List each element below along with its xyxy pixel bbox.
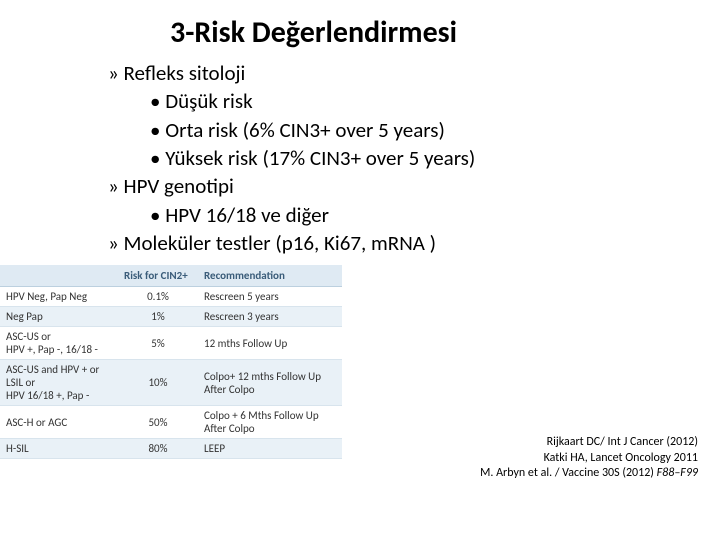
bullet-text: Moleküler testler (p16, Ki67, mRNA ) [124,230,437,256]
cell: 1% [118,307,198,327]
ref-line: Rijkaart DC/ Int J Cancer (2012) [480,435,698,451]
ref-line: Katki HA, Lancet Oncology 2011 [480,451,698,467]
bullet-text: HPV genotipi [124,173,234,199]
table-row: ASC-US orHPV +, Pap -, 16/18 - 5% 12 mth… [0,327,342,360]
bullet-b1: HPV 16/18 ve diğer [108,201,720,229]
bullet-list: Refleks sitoloji Düşük risk Orta risk (6… [0,59,720,257]
bullet-a: Refleks sitoloji [108,59,720,87]
risk-table: Risk for CIN2+ Recommendation HPV Neg, P… [0,265,342,459]
bullet-a3: Yüksek risk (17% CIN3+ over 5 years) [108,144,720,172]
page-title: 3-Risk Değerlendirmesi [0,0,720,59]
bullet-text: HPV 16/18 ve diğer [165,202,329,228]
cell: 12 mths Follow Up [198,327,342,360]
table-row: HPV Neg, Pap Neg 0.1% Rescreen 5 years [0,287,342,307]
cell: ASC-H or AGC [0,406,118,439]
bullet-c: Moleküler testler (p16, Ki67, mRNA ) [108,229,720,257]
col-header: Recommendation [198,265,342,287]
cell: LEEP [198,439,342,459]
cell: Colpo+ 12 mths Follow Up After Colpo [198,360,342,406]
table-row: ASC-H or AGC 50% Colpo + 6 Mths Follow U… [0,406,342,439]
cell: ASC-US and HPV + orLSIL orHPV 16/18 +, P… [0,360,118,406]
cell: Colpo + 6 Mths Follow Up After Colpo [198,406,342,439]
references: Rijkaart DC/ Int J Cancer (2012) Katki H… [480,435,698,482]
cell: 0.1% [118,287,198,307]
cell: ASC-US orHPV +, Pap -, 16/18 - [0,327,118,360]
bullet-text: Düşük risk [165,88,252,114]
table-row: H-SIL 80% LEEP [0,439,342,459]
cell: 80% [118,439,198,459]
ref-em: F88–F99 [657,466,698,480]
cell: H-SIL [0,439,118,459]
cell: Neg Pap [0,307,118,327]
cell: 10% [118,360,198,406]
col-header: Risk for CIN2+ [118,265,198,287]
table-row: Neg Pap 1% Rescreen 3 years [0,307,342,327]
cell: Rescreen 3 years [198,307,342,327]
table-body: HPV Neg, Pap Neg 0.1% Rescreen 5 years N… [0,287,342,459]
bullet-text: Yüksek risk (17% CIN3+ over 5 years) [165,145,475,171]
bullet-text: Orta risk (6% CIN3+ over 5 years) [165,117,445,143]
bullet-b: HPV genotipi [108,172,720,200]
table-header-row: Risk for CIN2+ Recommendation [0,265,342,287]
bullet-text: Refleks sitoloji [124,60,246,86]
bullet-a1: Düşük risk [108,87,720,115]
cell: 5% [118,327,198,360]
cell: 50% [118,406,198,439]
cell: Rescreen 5 years [198,287,342,307]
ref-text: Rijkaart DC/ Int J Cancer (2012) [547,435,698,449]
cell: HPV Neg, Pap Neg [0,287,118,307]
ref-line: M. Arbyn et al. / Vaccine 30S (2012) F88… [480,466,698,482]
table-row: ASC-US and HPV + orLSIL orHPV 16/18 +, P… [0,360,342,406]
ref-text: M. Arbyn et al. / Vaccine 30S (2012) [480,466,657,480]
col-header [0,265,118,287]
bullet-a2: Orta risk (6% CIN3+ over 5 years) [108,116,720,144]
ref-text: Katki HA, Lancet Oncology 2011 [544,451,698,465]
